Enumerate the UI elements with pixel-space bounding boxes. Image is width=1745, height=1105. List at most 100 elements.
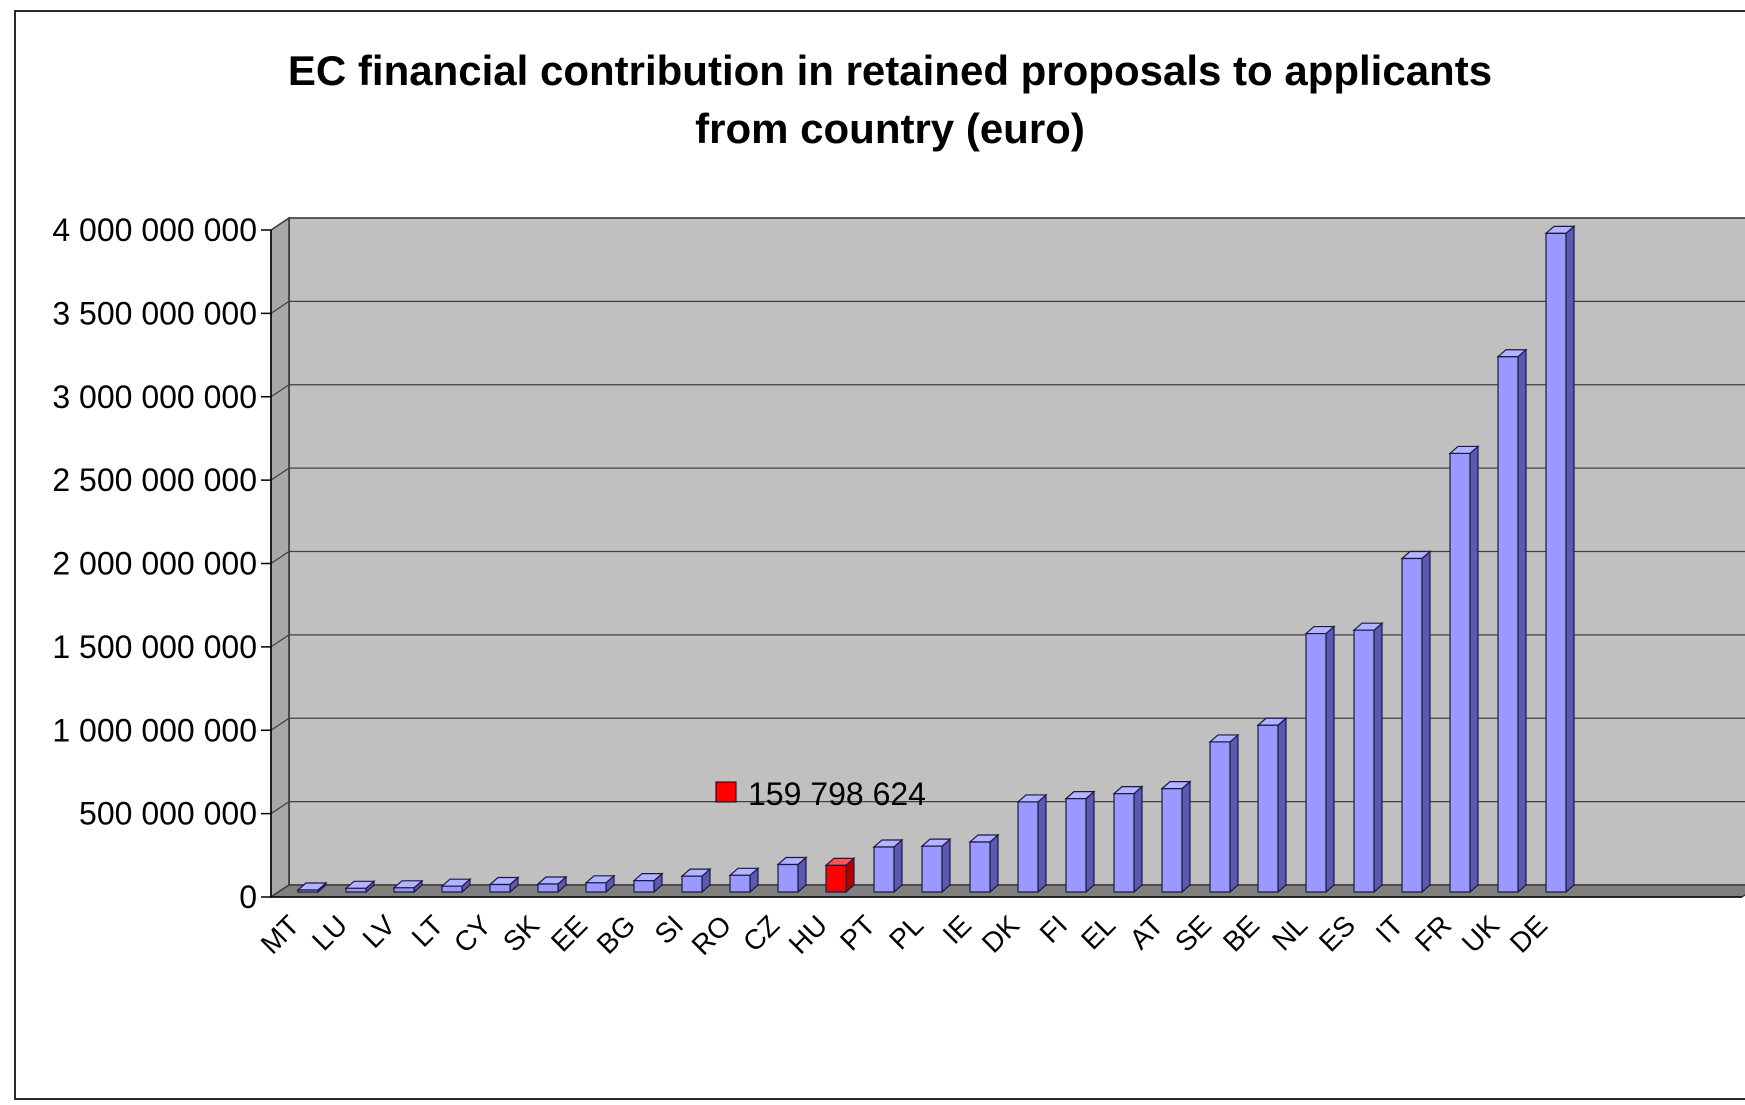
bar-front-face [1401, 557, 1423, 893]
bar-fr [1448, 445, 1480, 894]
bar-front-face [1113, 793, 1135, 893]
bar-be [1256, 716, 1288, 894]
bar-front-face [393, 887, 415, 893]
y-tick-label: 1 500 000 000 [52, 629, 257, 665]
highlight-value-label: 159 798 624 [748, 776, 926, 812]
bar-front-face [1209, 741, 1231, 893]
x-tick-label: LV [357, 909, 402, 954]
bar-front-face [1161, 788, 1183, 893]
chart-title: EC financial contribution in retained pr… [0, 42, 1745, 158]
x-tick-label: RO [686, 909, 738, 961]
x-tick-label: ES [1313, 909, 1361, 957]
x-tick-label: IT [1370, 909, 1410, 949]
bar-front-face [1545, 232, 1567, 893]
bar-dk [1016, 793, 1048, 894]
x-tick-label: EE [545, 909, 593, 957]
bar-front-face [825, 864, 847, 893]
x-tick-label: SE [1169, 909, 1217, 957]
x-tick-label: DK [976, 909, 1026, 959]
gridline [270, 384, 1745, 398]
x-tick-label: CY [448, 909, 498, 959]
bar-mt [296, 881, 328, 894]
bar-front-face [537, 883, 559, 893]
bar-front-face [921, 845, 943, 893]
bar-side-face [1085, 790, 1095, 894]
bar-front-face [633, 880, 655, 893]
bar-front-face [1257, 724, 1279, 893]
bar-ie [968, 833, 1000, 894]
bar-side-face [893, 838, 903, 894]
bar-lt [440, 877, 472, 894]
bar-lu [344, 880, 376, 894]
bar-si [680, 867, 712, 894]
x-tick-label: PT [834, 909, 881, 956]
chart-border [14, 10, 1745, 1100]
bar-front-face [873, 846, 895, 893]
bar-front-face [585, 882, 607, 893]
bar-side-face [1325, 625, 1335, 894]
bar-bg [632, 872, 664, 894]
highlight-marker [715, 781, 737, 803]
bar-de [1544, 225, 1576, 894]
bar-side-face [1277, 716, 1287, 894]
y-tick-label: 3 500 000 000 [52, 295, 257, 331]
bar-cy [488, 876, 520, 894]
bar-hu [824, 857, 856, 894]
x-tick-label: MT [255, 909, 306, 960]
bar-ro [728, 867, 760, 894]
y-tick-label: 2 500 000 000 [52, 462, 257, 498]
x-tick-label: DE [1504, 909, 1553, 958]
x-tick-label: SI [649, 909, 690, 950]
bar-front-face [1497, 356, 1519, 893]
bar-front-face [1305, 632, 1327, 893]
bar-side-face [941, 837, 951, 894]
bar-side-face [1373, 621, 1383, 894]
x-tick-label: HU [783, 909, 834, 960]
y-tick-label: 4 000 000 000 [52, 212, 257, 248]
x-tick-label: IE [937, 909, 978, 950]
gridline [270, 300, 1745, 314]
y-tick-label: 0 [239, 879, 257, 915]
x-tick-label: EL [1075, 909, 1121, 955]
gridline [270, 467, 1745, 481]
bar-front-face [969, 841, 991, 893]
bar-front-face [1017, 801, 1039, 893]
gridline [270, 634, 1745, 648]
x-tick-label: BG [591, 909, 642, 960]
bar-ee [584, 874, 616, 894]
chart-title-line-1: EC financial contribution in retained pr… [287, 47, 1493, 94]
bar-it [1400, 550, 1432, 894]
bar-side-face [1469, 445, 1479, 894]
x-tick-label: BE [1217, 909, 1265, 957]
bar-nl [1304, 625, 1336, 894]
x-tick-label: UK [1456, 909, 1506, 959]
bar-front-face [1065, 798, 1087, 893]
bar-fi [1064, 790, 1096, 894]
bar-side-face [1565, 225, 1575, 894]
bar-es [1352, 621, 1384, 894]
y-tick-label: 1 000 000 000 [52, 712, 257, 748]
y-tick-label: 3 000 000 000 [52, 379, 257, 415]
bar-side-face [1421, 550, 1431, 894]
x-tick-label: NL [1266, 909, 1313, 956]
bar-pt [872, 838, 904, 894]
bar-cz [776, 856, 808, 894]
x-tick-label: FR [1409, 909, 1457, 957]
bar-side-face [1229, 733, 1239, 894]
x-tick-label: LU [306, 909, 353, 956]
bar-side-face [1037, 793, 1047, 894]
bar-lv [392, 879, 424, 894]
gridline [270, 550, 1745, 565]
x-tick-label: AT [1123, 909, 1169, 955]
bar-side-face [1133, 785, 1143, 894]
y-tick-label: 2 000 000 000 [52, 546, 257, 582]
x-tick-label: SK [497, 909, 546, 958]
bar-at [1160, 780, 1192, 894]
x-tick-label: CZ [737, 909, 785, 957]
bar-el [1112, 785, 1144, 894]
y-tick-label: 500 000 000 [79, 796, 257, 832]
bar-front-face [489, 883, 511, 893]
bar-front-face [345, 887, 367, 893]
bar-front-face [1353, 629, 1375, 893]
